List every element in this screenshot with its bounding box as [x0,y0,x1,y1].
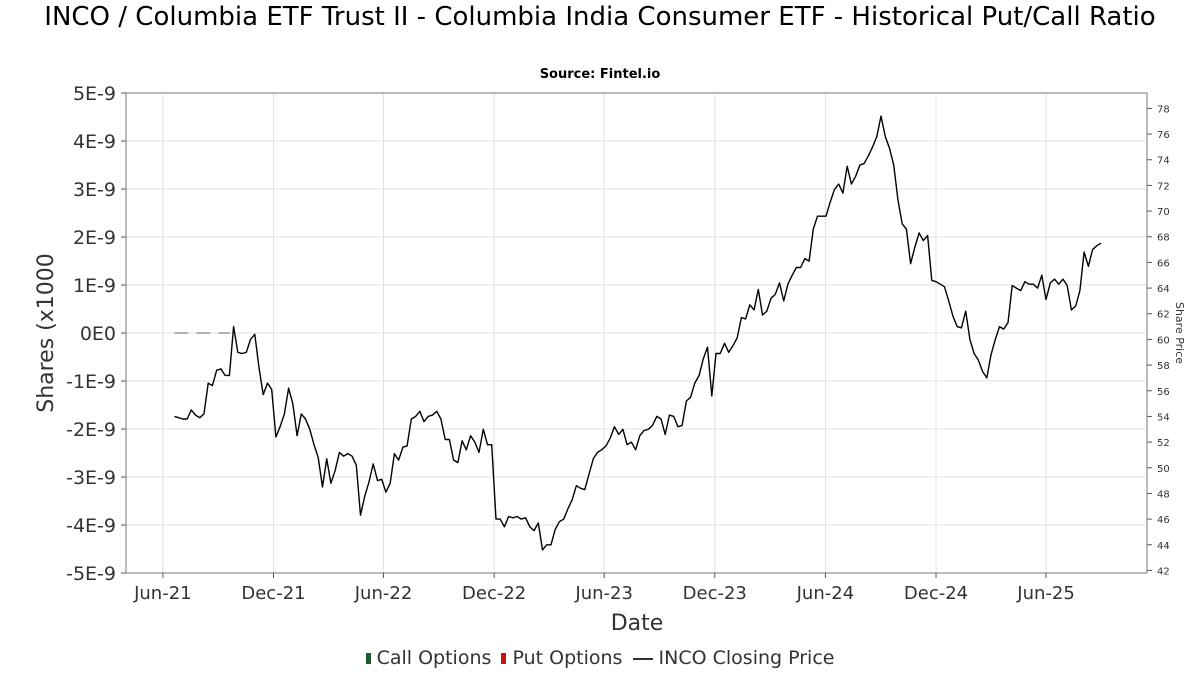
x-tick-label: Dec-22 [462,583,526,604]
x-tick-label: Jun-23 [574,583,633,604]
series-group [174,115,1102,551]
y-tick-label: 3E-9 [73,179,116,201]
y2-tick-label: 66 [1157,258,1170,269]
legend-item-put-options[interactable]: Put Options [501,647,622,669]
y-tick-label: -3E-9 [66,467,116,489]
y2-tick-label: 78 [1157,104,1170,115]
y2-tick-label: 46 [1157,515,1170,526]
y-tick-label: 1E-9 [73,275,116,297]
y2-tick-label: 54 [1157,412,1170,423]
legend: Call Options Put Options INCO Closing Pr… [0,647,1200,669]
put-options-swatch [501,653,507,664]
chart-title: INCO / Columbia ETF Trust II - Columbia … [44,2,1156,32]
x-tick-label: Jun-21 [133,583,192,604]
y-tick-label: 2E-9 [73,227,116,249]
closing-price-line [174,115,1102,551]
y-tick-label: -5E-9 [66,563,116,585]
put-call-ratio-chart: 5E-9 4E-9 3E-9 2E-9 1E-9 0E0 -1E-9 -2E-9 -3E-9 -4… [34,83,1186,636]
x-tick-label: Dec-23 [683,583,747,604]
y2-tick-label: 72 [1157,181,1170,192]
x-axis: Jun-21 Dec-21 Jun-22 Dec-22 Jun-23 Dec-23 Jun-… [133,573,1075,604]
y2-tick-label: 62 [1157,310,1170,321]
y2-tick-label: 68 [1157,233,1170,244]
chart-subtitle: Source: Fintel.io [539,67,661,82]
y2-tick-label: 44 [1157,541,1170,552]
y-tick-label: 0E0 [80,323,116,345]
y2-tick-label: 60 [1157,335,1170,346]
y2-tick-label: 70 [1157,207,1170,218]
call-options-swatch [365,653,371,664]
y2-tick-label: 42 [1157,566,1170,577]
y2-tick-label: 48 [1157,489,1170,500]
y2-tick-label: 50 [1157,464,1170,475]
legend-item-call-options[interactable]: Call Options [365,647,492,669]
y2-tick-label: 56 [1157,387,1170,398]
y2-tick-label: 76 [1157,130,1170,141]
y-tick-label: -4E-9 [66,515,116,537]
legend-label-call-options: Call Options [376,647,492,669]
x-tick-label: Dec-21 [241,583,305,604]
closing-price-swatch [632,657,653,660]
legend-label-closing-price: INCO Closing Price [658,647,835,669]
legend-item-closing-price[interactable]: INCO Closing Price [632,647,835,669]
x-tick-label: Jun-22 [354,583,413,604]
x-tick-label: Jun-25 [1016,583,1075,604]
legend-label-put-options: Put Options [512,647,623,669]
y-tick-label: 5E-9 [73,83,116,105]
right-y-axis-label: Share Price [1173,302,1186,364]
y2-tick-label: 58 [1157,361,1170,372]
right-y-axis: 42 44 46 48 50 52 54 56 58 60 62 64 66 68 70 72 74 76 78 [1147,104,1170,577]
y-tick-label: -1E-9 [66,371,116,393]
y2-tick-label: 52 [1157,438,1170,449]
y-tick-label: 4E-9 [73,131,116,153]
x-tick-label: Dec-24 [904,583,968,604]
y2-tick-label: 64 [1157,284,1170,295]
x-axis-label: Date [611,611,664,636]
y-axis-label: Shares (x1000 [34,253,59,413]
y-tick-label: -2E-9 [66,419,116,441]
left-y-axis: 5E-9 4E-9 3E-9 2E-9 1E-9 0E0 -1E-9 -2E-9 -3E-9 -4… [66,83,126,585]
y2-tick-label: 74 [1157,156,1170,167]
grid-lines [126,92,1147,574]
x-tick-label: Jun-24 [796,583,855,604]
